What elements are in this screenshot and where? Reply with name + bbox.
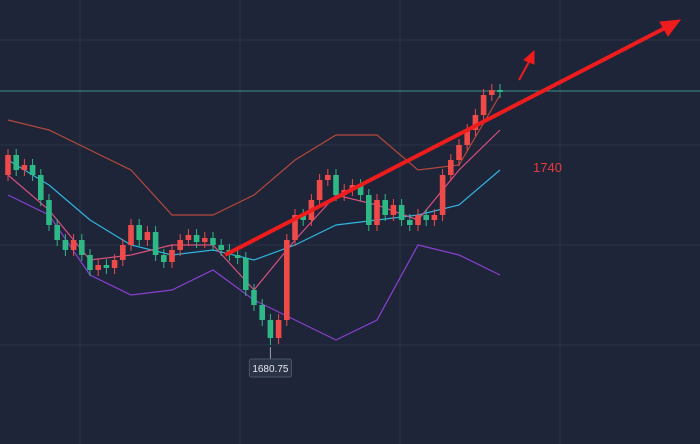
candle-body xyxy=(316,180,323,200)
candle-body xyxy=(103,265,110,268)
plot xyxy=(0,84,700,345)
candle-body xyxy=(357,185,364,195)
candle-body xyxy=(128,225,134,245)
candle-body xyxy=(62,240,69,250)
candle-body xyxy=(152,232,159,255)
candle-body xyxy=(284,240,290,320)
candle-body xyxy=(120,245,126,260)
candle-body xyxy=(374,200,380,225)
candle-body xyxy=(456,145,462,160)
candle-body xyxy=(210,238,216,245)
candle-body xyxy=(46,200,52,225)
candle-body xyxy=(366,195,372,225)
candle-body xyxy=(300,215,306,220)
candle-body xyxy=(70,240,77,250)
candle-body xyxy=(193,235,200,242)
candle-body xyxy=(79,240,85,255)
indicator-line xyxy=(7,94,501,216)
candle-body xyxy=(464,130,470,145)
candle-body xyxy=(5,155,11,175)
candle-body xyxy=(407,220,413,225)
candle-body xyxy=(489,90,495,95)
candle-body xyxy=(415,215,421,225)
candle-body xyxy=(439,175,446,215)
candle-body xyxy=(251,290,257,305)
candle-body xyxy=(202,238,208,242)
low-label-box xyxy=(248,358,292,378)
candle-body xyxy=(497,90,503,92)
candle-body xyxy=(218,245,224,250)
candle-body xyxy=(234,255,241,258)
candle-body xyxy=(136,225,142,240)
candle-body xyxy=(333,175,339,195)
arrows xyxy=(224,19,682,257)
candle-body xyxy=(29,165,36,175)
candle-body xyxy=(448,160,454,175)
candle-body xyxy=(185,235,192,240)
candle-body xyxy=(480,95,487,115)
candle-body xyxy=(275,320,282,338)
candle-body xyxy=(95,265,101,270)
candle-body xyxy=(259,305,265,320)
candle-body xyxy=(267,320,274,338)
candle-body xyxy=(423,215,429,220)
candle-body xyxy=(390,205,397,215)
candle-body xyxy=(21,165,28,170)
candle-body xyxy=(177,240,183,250)
candle-body xyxy=(382,200,388,215)
candle-body xyxy=(292,215,298,240)
candle-body xyxy=(472,115,479,130)
candle-body xyxy=(243,258,249,290)
candle-body xyxy=(325,175,331,180)
candle-body xyxy=(144,232,151,240)
low-label: 1680.75 xyxy=(252,364,289,375)
candle-body xyxy=(398,205,405,220)
candle-body xyxy=(111,260,118,268)
candle-body xyxy=(431,215,438,220)
candle-body xyxy=(54,225,60,240)
candle-body xyxy=(38,175,44,200)
candle-body xyxy=(161,255,167,262)
candle-body xyxy=(87,255,93,270)
target-label: 1740 xyxy=(533,160,562,175)
candle-body xyxy=(13,155,19,170)
candle-body xyxy=(169,250,175,262)
